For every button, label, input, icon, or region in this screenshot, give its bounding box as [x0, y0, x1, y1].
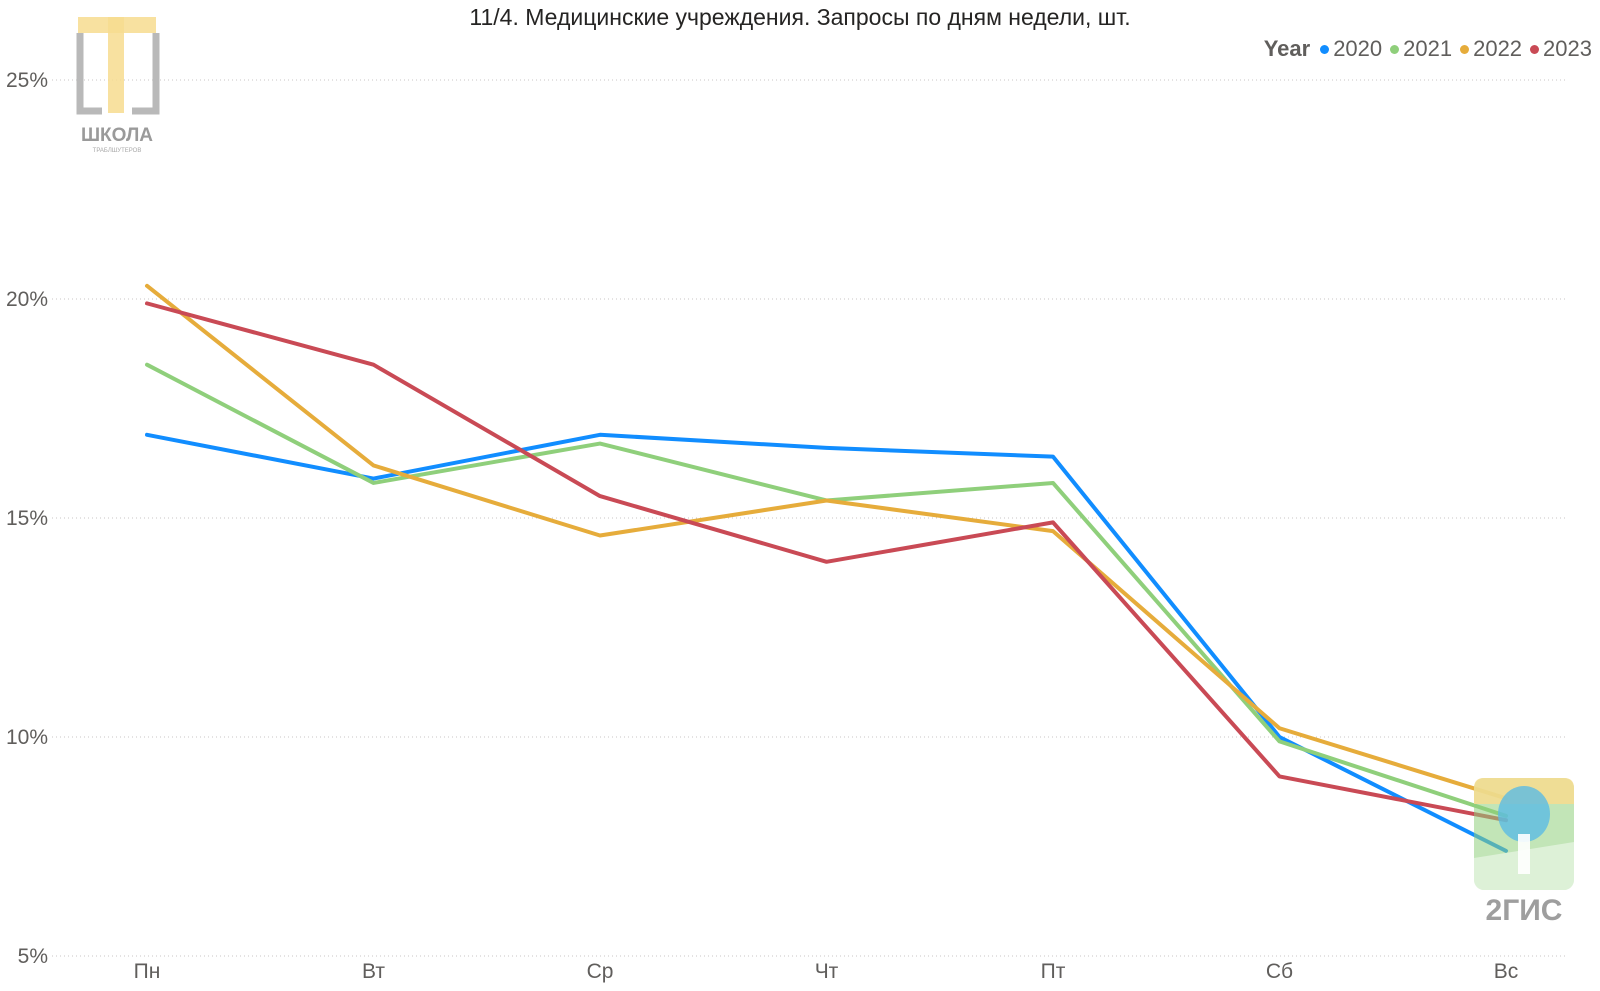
2gis-logo-mark: 2ГИС: [1474, 778, 1574, 927]
legend-label-2021: 2021: [1403, 36, 1453, 61]
legend-item-2022[interactable]: 2022: [1460, 36, 1522, 62]
chart-title: 11/4. Медицинские учреждения. Запросы по…: [469, 4, 1131, 30]
y-axis-ticks: 5% 10% 15% 20% 25%: [6, 69, 48, 968]
x-axis-ticks: Пн Вт Ср Чт Пт Сб Вс: [134, 960, 1519, 983]
legend-item-2021[interactable]: 2021: [1390, 36, 1452, 62]
2gis-logo-text: 2ГИС: [1486, 894, 1563, 927]
y-tick-label: 15%: [6, 507, 48, 530]
x-tick-label: Вт: [362, 960, 385, 983]
legend-dot-2021: [1390, 44, 1400, 54]
y-tick-label: 5%: [18, 945, 48, 968]
school-logo-text: ШКОЛА: [81, 125, 153, 146]
legend-dot-2020: [1320, 44, 1330, 54]
y-tick-label: 20%: [6, 288, 48, 311]
x-tick-label: Пн: [134, 960, 161, 983]
legend-item-2020[interactable]: 2020: [1320, 36, 1382, 62]
series-line-2023[interactable]: [145, 301, 1508, 823]
x-tick-label: Ср: [587, 960, 614, 983]
y-tick-label: 25%: [6, 69, 48, 92]
x-tick-label: Чт: [815, 960, 839, 983]
gridlines: [52, 79, 1566, 957]
legend-label-2020: 2020: [1333, 36, 1383, 61]
x-tick-label: Сб: [1266, 960, 1293, 983]
series-line-2022[interactable]: [145, 283, 1508, 801]
school-logo: ШКОЛА ТРАБЛШУТЕРОВ: [74, 15, 164, 155]
school-logo-subtext: ТРАБЛШУТЕРОВ: [93, 148, 142, 154]
legend-title: Year: [1263, 36, 1311, 61]
legend-dot-2022: [1460, 44, 1470, 54]
x-tick-label: Вс: [1494, 960, 1519, 983]
legend-dot-2023: [1530, 44, 1540, 54]
school-logo-mark: ШКОЛА ТРАБЛШУТЕРОВ: [76, 17, 160, 154]
legend: Year 2020 2021 2022 2023: [1264, 36, 1592, 62]
y-tick-label: 10%: [6, 726, 48, 749]
x-tick-label: Пт: [1041, 960, 1066, 983]
legend-label-2023: 2023: [1543, 36, 1592, 61]
legend-label-2022: 2022: [1473, 36, 1523, 61]
series-lines: [145, 283, 1508, 853]
series-line-2020[interactable]: [145, 432, 1508, 853]
series-line-2021[interactable]: [145, 362, 1508, 818]
2gis-logo: 2ГИС: [1466, 770, 1584, 940]
legend-item-2023[interactable]: 2023: [1530, 36, 1592, 62]
